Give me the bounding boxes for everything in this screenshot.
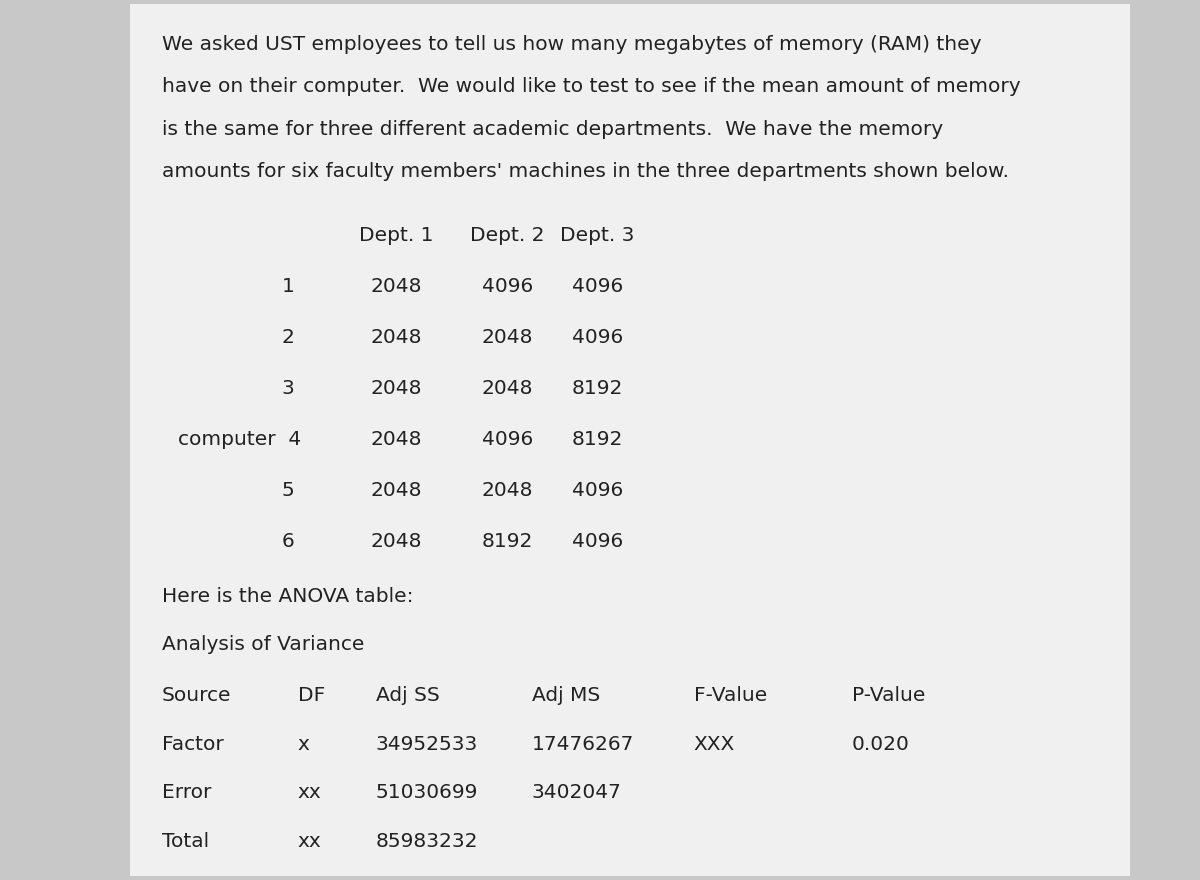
Text: Factor: Factor: [162, 735, 223, 754]
Text: 6: 6: [282, 532, 294, 552]
Text: 4096: 4096: [482, 277, 533, 297]
Text: Error: Error: [162, 783, 211, 803]
Text: Here is the ANOVA table:: Here is the ANOVA table:: [162, 587, 414, 606]
Text: Dept. 1: Dept. 1: [359, 226, 433, 246]
Text: Source: Source: [162, 686, 232, 706]
Text: 0.020: 0.020: [852, 735, 910, 754]
Text: Dept. 2: Dept. 2: [470, 226, 545, 246]
Text: We asked UST employees to tell us how many megabytes of memory (RAM) they: We asked UST employees to tell us how ma…: [162, 35, 982, 55]
Text: 1: 1: [282, 277, 294, 297]
Text: xx: xx: [298, 783, 322, 803]
Text: x: x: [298, 735, 310, 754]
Text: DF: DF: [298, 686, 325, 706]
Text: 3402047: 3402047: [532, 783, 622, 803]
Text: 4096: 4096: [572, 277, 623, 297]
Text: 4096: 4096: [572, 481, 623, 501]
Text: 51030699: 51030699: [376, 783, 478, 803]
Text: 4096: 4096: [572, 328, 623, 348]
Text: 2048: 2048: [482, 481, 533, 501]
Text: Adj SS: Adj SS: [376, 686, 439, 706]
Text: have on their computer.  We would like to test to see if the mean amount of memo: have on their computer. We would like to…: [162, 77, 1021, 97]
Text: 3: 3: [282, 379, 294, 399]
Text: 8192: 8192: [572, 379, 623, 399]
Text: 2: 2: [282, 328, 294, 348]
Text: xx: xx: [298, 832, 322, 851]
Text: 8192: 8192: [572, 430, 623, 450]
Text: 2048: 2048: [371, 379, 421, 399]
Text: 17476267: 17476267: [532, 735, 634, 754]
Text: amounts for six faculty members' machines in the three departments shown below.: amounts for six faculty members' machine…: [162, 162, 1009, 181]
Text: 34952533: 34952533: [376, 735, 478, 754]
Text: 2048: 2048: [482, 379, 533, 399]
Text: 8192: 8192: [482, 532, 533, 552]
Text: XXX: XXX: [694, 735, 734, 754]
Text: 85983232: 85983232: [376, 832, 478, 851]
Text: 2048: 2048: [371, 277, 421, 297]
Text: 4096: 4096: [482, 430, 533, 450]
Text: 2048: 2048: [371, 328, 421, 348]
Text: is the same for three different academic departments.  We have the memory: is the same for three different academic…: [162, 120, 943, 139]
Text: 2048: 2048: [371, 481, 421, 501]
Text: 5: 5: [282, 481, 294, 501]
Text: 2048: 2048: [371, 430, 421, 450]
Text: Dept. 3: Dept. 3: [560, 226, 635, 246]
Text: Analysis of Variance: Analysis of Variance: [162, 635, 365, 655]
Text: P-Value: P-Value: [852, 686, 925, 706]
Text: Total: Total: [162, 832, 209, 851]
Text: 2048: 2048: [371, 532, 421, 552]
Text: computer  4: computer 4: [178, 430, 301, 450]
Text: 4096: 4096: [572, 532, 623, 552]
Text: Adj MS: Adj MS: [532, 686, 600, 706]
Text: 2048: 2048: [482, 328, 533, 348]
Text: F-Value: F-Value: [694, 686, 767, 706]
